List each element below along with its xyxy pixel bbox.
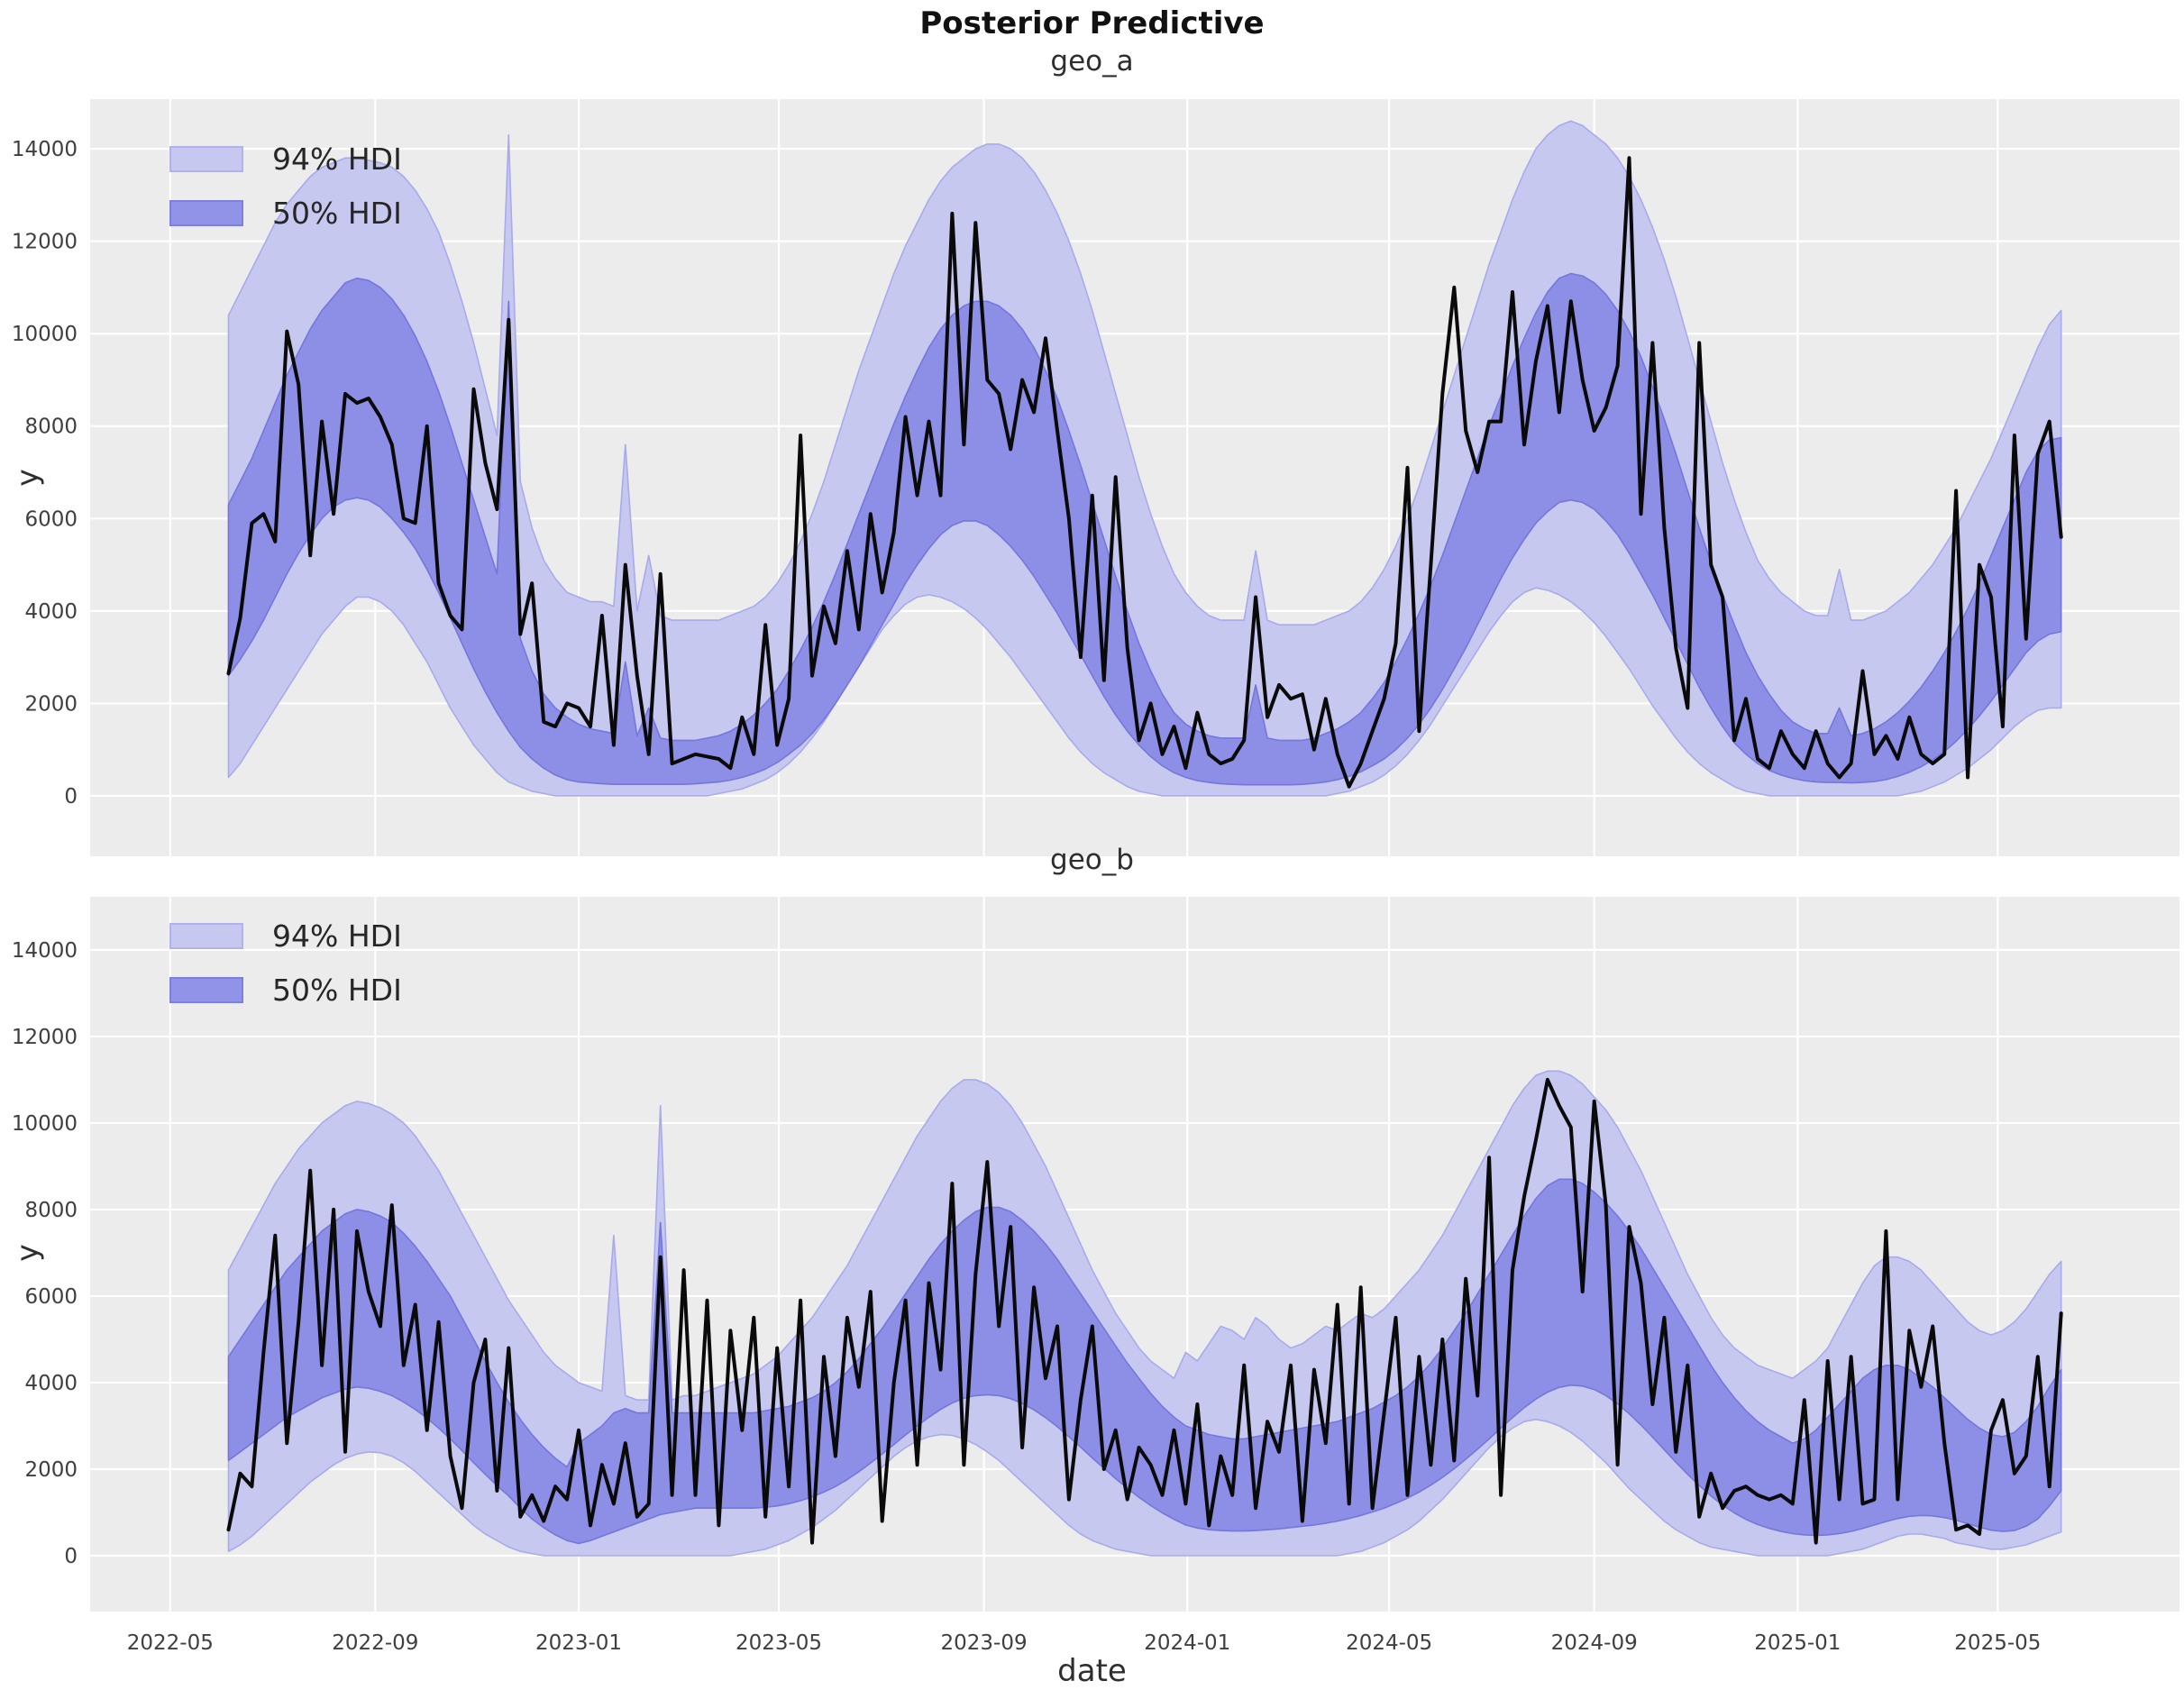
y-tick-label: 10000	[12, 1112, 78, 1136]
legend-row-94: 94% HDI	[169, 141, 402, 177]
x-tick-label: 2022-09	[332, 1631, 418, 1655]
x-tick-label: 2025-05	[1954, 1631, 2041, 1655]
figure-title: Posterior Predictive	[919, 5, 1265, 41]
legend-row-50: 50% HDI	[169, 195, 402, 231]
y-tick-label: 14000	[12, 939, 78, 963]
observed-line	[226, 1077, 2063, 1545]
y-tick-label: 10000	[12, 323, 78, 346]
hdi50-band	[227, 272, 2062, 786]
hdi94-label: 94% HDI	[272, 918, 402, 954]
legend-geo-a: 94% HDI 50% HDI	[169, 144, 402, 252]
y-tick-label: 2000	[24, 1458, 78, 1482]
hdi94-swatch	[169, 145, 243, 172]
legend-geo-b: 94% HDI 50% HDI	[169, 921, 402, 1029]
y-tick-label: 14000	[12, 138, 78, 161]
hdi94-swatch	[169, 922, 243, 949]
x-axis-label: date	[1057, 1653, 1127, 1689]
observed-line	[226, 156, 2063, 789]
x-tick-label: 2024-01	[1144, 1631, 1230, 1655]
hdi50-label: 50% HDI	[272, 195, 402, 231]
y-tick-label: 12000	[12, 1026, 78, 1049]
y-tick-label: 0	[64, 785, 78, 808]
y-axis-label-geo-b: y	[9, 1244, 45, 1262]
x-tick-label: 2025-01	[1754, 1631, 1841, 1655]
x-tick-label: 2023-01	[535, 1631, 622, 1655]
subplot-title-geo-b: geo_b	[1050, 844, 1134, 876]
y-tick-label: 4000	[24, 600, 78, 624]
legend-row-50: 50% HDI	[169, 972, 402, 1008]
legend-row-94: 94% HDI	[169, 918, 402, 954]
x-tick-label: 2022-05	[127, 1631, 214, 1655]
hdi50-swatch	[169, 199, 243, 226]
y-tick-label: 8000	[24, 1199, 78, 1222]
y-tick-label: 6000	[24, 1285, 78, 1309]
y-tick-label: 12000	[12, 231, 78, 254]
subplot-title-geo-a: geo_a	[1050, 45, 1134, 78]
y-tick-label: 0	[64, 1545, 78, 1568]
y-axis-label-geo-a: y	[9, 469, 45, 487]
x-tick-label: 2024-05	[1346, 1631, 1432, 1655]
y-tick-label: 6000	[24, 507, 78, 531]
hdi50-swatch	[169, 976, 243, 1003]
x-tick-label: 2023-09	[941, 1631, 1028, 1655]
x-tick-label: 2023-05	[736, 1631, 822, 1655]
y-tick-label: 2000	[24, 692, 78, 716]
hdi94-label: 94% HDI	[272, 141, 402, 177]
y-tick-label: 4000	[24, 1372, 78, 1395]
y-tick-label: 8000	[24, 416, 78, 439]
hdi50-label: 50% HDI	[272, 972, 402, 1008]
x-tick-label: 2024-09	[1551, 1631, 1638, 1655]
